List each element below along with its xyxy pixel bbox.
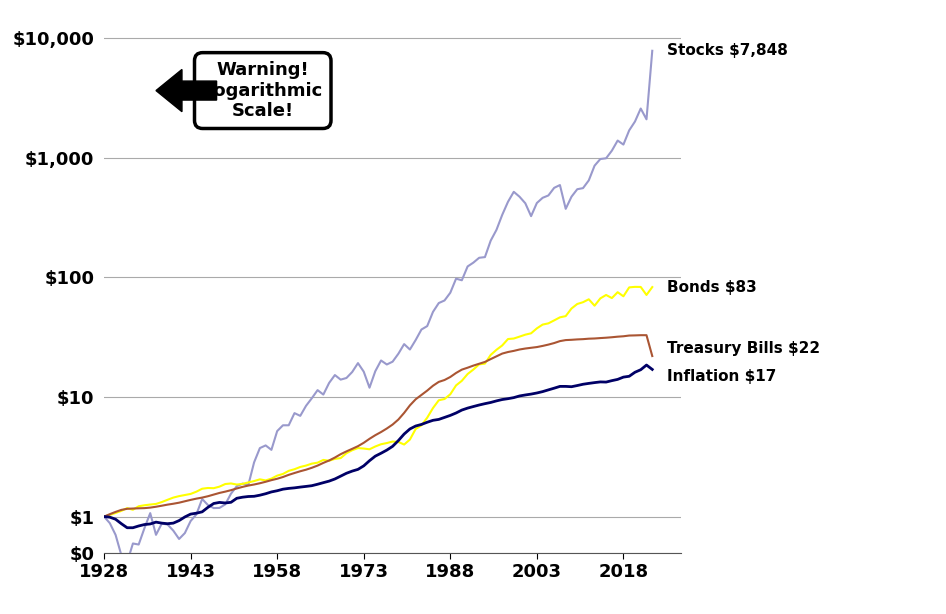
Text: Stocks $7,848: Stocks $7,848: [667, 43, 788, 58]
Text: Warning!
Logarithmic
Scale!: Warning! Logarithmic Scale!: [202, 61, 323, 120]
Text: Inflation $17: Inflation $17: [667, 370, 776, 384]
Text: Treasury Bills $22: Treasury Bills $22: [667, 341, 820, 356]
Polygon shape: [156, 69, 217, 112]
Text: Bonds $83: Bonds $83: [667, 279, 757, 295]
